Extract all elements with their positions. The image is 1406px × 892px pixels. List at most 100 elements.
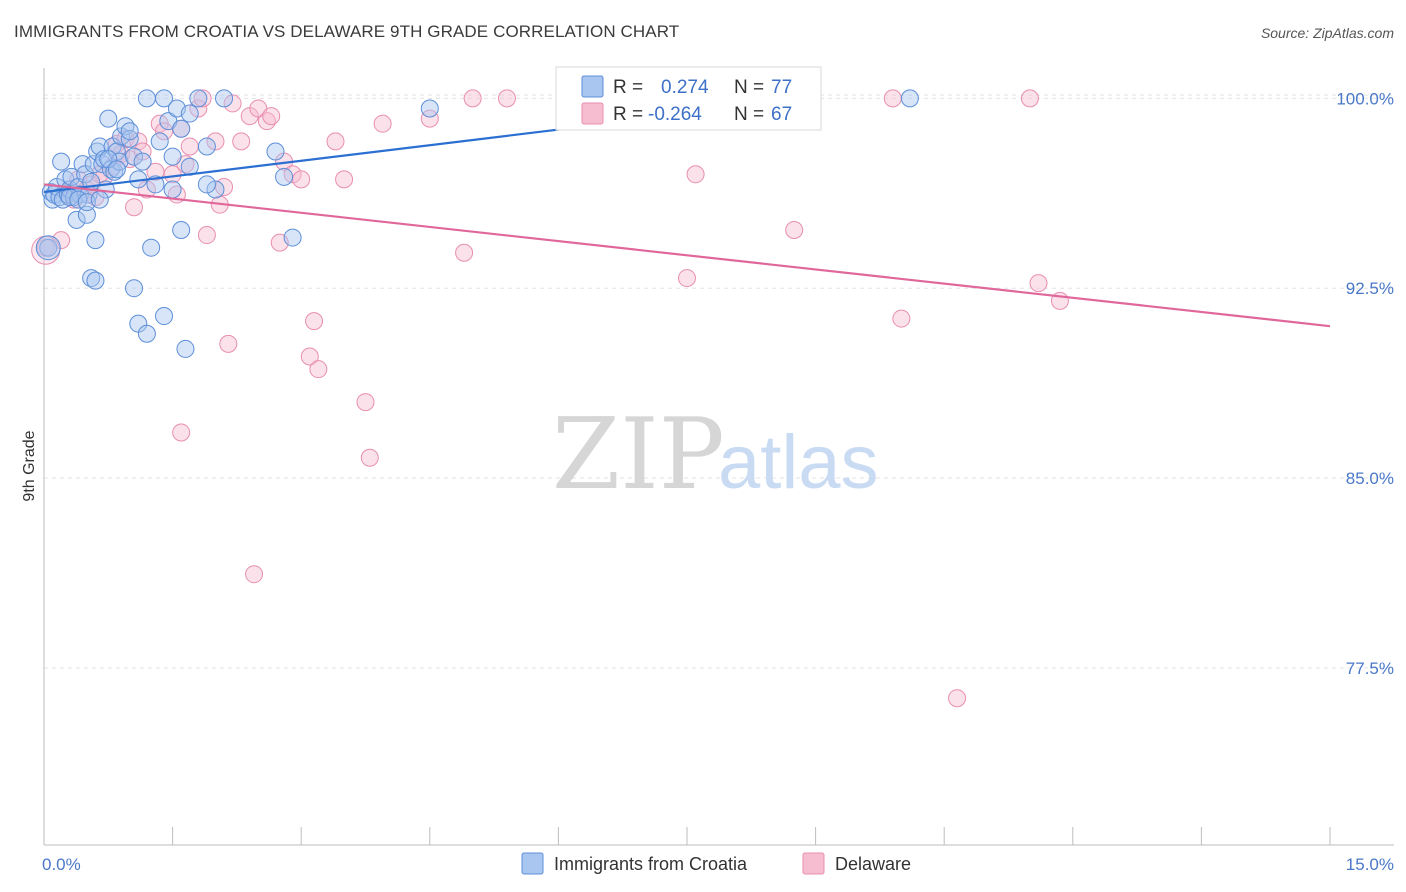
delaware-point-60 <box>1029 274 1048 293</box>
x-tick-label-1: 15.0% <box>1346 855 1394 874</box>
delaware-point-63 <box>172 423 191 442</box>
stats-legend: R = 0.274 N = 77 R = -0.264 N = 67 <box>555 66 822 131</box>
delaware-point-24 <box>180 137 199 156</box>
delaware-point-25 <box>189 99 208 118</box>
croatia-points <box>35 89 919 358</box>
delaware-point-49 <box>420 109 439 128</box>
croatia-point-50 <box>197 137 216 156</box>
croatia-point-72 <box>420 99 439 118</box>
delaware-point-47 <box>360 448 379 467</box>
delaware-point-43 <box>309 360 328 379</box>
croatia-point-36 <box>120 129 139 148</box>
croatia-point-18 <box>77 205 96 224</box>
watermark-zip: ZIP <box>552 398 725 512</box>
croatia-point-7 <box>53 190 72 209</box>
croatia-point-33 <box>110 152 129 171</box>
croatia-point-71 <box>266 142 285 161</box>
croatia-point-49 <box>189 89 208 108</box>
croatia-point-67 <box>172 220 191 239</box>
croatia-point-62 <box>125 279 144 298</box>
y-tick-label-3: 77.5% <box>1346 659 1394 678</box>
croatia-point-65 <box>142 238 161 257</box>
croatia-point-40 <box>137 89 156 108</box>
watermark: ZIP atlas <box>552 398 879 512</box>
croatia-point-64 <box>137 324 156 343</box>
croatia-point-42 <box>150 132 169 151</box>
croatia-point-58 <box>90 190 109 209</box>
delaware-point-17 <box>146 162 165 181</box>
croatia-point-75 <box>180 104 199 123</box>
legend-swatch-delaware <box>802 852 825 875</box>
delaware-point-53 <box>678 269 696 288</box>
stats-n-value-croatia: 77 <box>771 77 792 98</box>
legend-label-delaware: Delaware <box>835 854 911 874</box>
delaware-point-19 <box>155 122 174 141</box>
croatia-point-45 <box>163 147 182 166</box>
stats-r-value-delaware: -0.264 <box>648 104 702 125</box>
delaware-point-46 <box>356 393 375 412</box>
delaware-point-55 <box>785 220 804 239</box>
croatia-point-37 <box>125 147 144 166</box>
source-credit: Source: ZipAtlas.com <box>1260 25 1394 41</box>
stats-r-label-croatia: R = <box>613 77 643 98</box>
croatia-point-73 <box>900 89 919 108</box>
delaware-point-48 <box>373 114 392 133</box>
croatia-point-22 <box>86 231 105 250</box>
delaware-point-36 <box>262 107 281 126</box>
gridlines <box>44 94 1394 669</box>
y-tick-label-1: 92.5% <box>1346 279 1394 298</box>
stats-swatch-croatia <box>581 75 604 98</box>
croatia-point-60 <box>107 160 126 179</box>
croatia-point-52 <box>215 89 234 108</box>
croatia-point-69 <box>275 167 294 186</box>
watermark-atlas: atlas <box>718 420 879 505</box>
stats-n-value-delaware: 67 <box>771 104 792 125</box>
delaware-point-52 <box>497 89 516 108</box>
delaware-point-50 <box>455 243 474 262</box>
croatia-point-13 <box>67 210 86 229</box>
stats-swatch-delaware <box>581 102 604 125</box>
y-tick-labels: 100.0% 92.5% 85.0% 77.5% <box>1336 89 1394 677</box>
delaware-point-41 <box>300 347 319 366</box>
croatia-point-57 <box>86 271 105 290</box>
delaware-trend-line <box>43 183 1331 328</box>
delaware-point-28 <box>206 132 225 151</box>
croatia-point-51 <box>206 180 225 199</box>
delaware-points <box>31 89 1069 708</box>
delaware-point-31 <box>223 94 242 113</box>
stats-r-label-delaware: R = <box>613 104 643 125</box>
croatia-point-11 <box>62 167 81 186</box>
stats-n-label-croatia: N = <box>734 77 764 98</box>
stats-r-value-croatia: 0.274 <box>661 77 709 98</box>
y-tick-label-2: 85.0% <box>1346 469 1394 488</box>
croatia-point-66 <box>155 307 174 326</box>
x-tick-labels: 0.0% 15.0% <box>42 855 1394 874</box>
legend-label-croatia: Immigrants from Croatia <box>554 854 748 874</box>
delaware-point-59 <box>1020 89 1039 108</box>
delaware-point-27 <box>197 226 216 245</box>
delaware-point-42 <box>305 312 324 331</box>
croatia-point-43 <box>155 89 174 108</box>
delaware-point-54 <box>686 165 705 184</box>
delaware-point-26 <box>193 89 212 108</box>
stats-n-label-delaware: N = <box>734 104 764 125</box>
croatia-point-61 <box>120 122 139 141</box>
delaware-point-58 <box>948 689 967 708</box>
croatia-point-39 <box>133 152 152 171</box>
chart-title: IMMIGRANTS FROM CROATIA VS DELAWARE 9TH … <box>14 22 680 41</box>
delaware-point-57 <box>892 309 911 328</box>
x-tick-label-0: 0.0% <box>42 855 81 874</box>
croatia-point-47 <box>172 119 191 138</box>
delaware-point-40 <box>292 170 311 189</box>
croatia-point-28 <box>99 109 118 128</box>
croatia-cluster-marker <box>35 235 61 261</box>
croatia-point-74 <box>197 175 216 194</box>
y-tick-label-0: 100.0% <box>1336 89 1394 108</box>
croatia-point-76 <box>163 180 182 199</box>
delaware-point-62 <box>219 334 238 353</box>
delaware-point-56 <box>883 89 902 108</box>
series-legend: Immigrants from Croatia Delaware <box>521 852 911 875</box>
legend-swatch-croatia <box>521 852 544 875</box>
delaware-point-45 <box>335 170 354 189</box>
